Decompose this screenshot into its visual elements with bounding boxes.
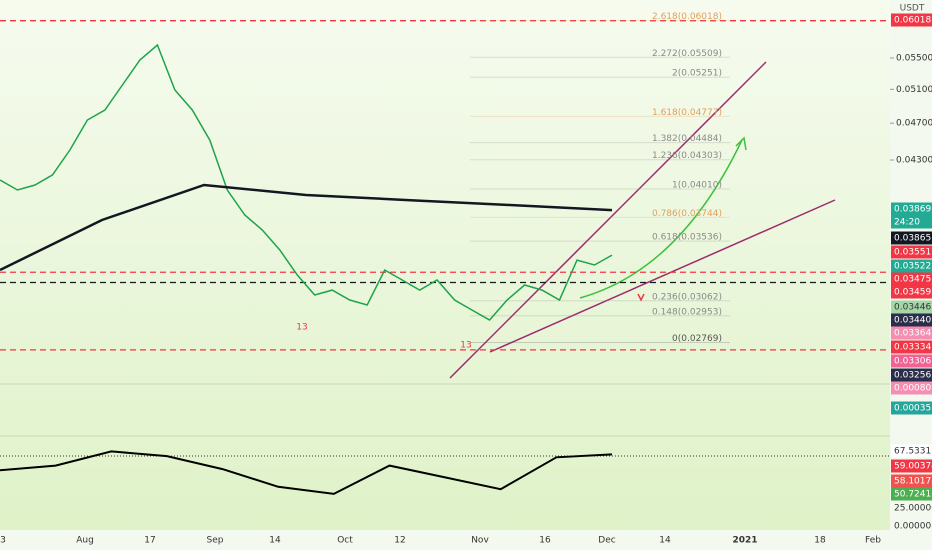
x-tick-label: Nov bbox=[471, 536, 489, 546]
x-tick-label: 12 bbox=[394, 536, 405, 546]
x-tick-label: Dec bbox=[598, 536, 615, 546]
time-axis-background bbox=[0, 530, 890, 550]
series-line bbox=[0, 43, 613, 321]
arrow-head bbox=[735, 136, 747, 151]
fib-label: 1.618(0.04777) bbox=[652, 108, 722, 118]
price-badge bbox=[891, 326, 932, 340]
annotation: 13 bbox=[296, 323, 307, 333]
price-badge-label: 0.00000 bbox=[894, 522, 931, 532]
price-badge bbox=[891, 444, 932, 458]
price-badge-label: 0.03865 bbox=[894, 234, 931, 244]
price-badge bbox=[891, 300, 932, 314]
fib-label: 0.786(0.03744) bbox=[652, 209, 722, 219]
price-badge-label: 0.03869 bbox=[894, 205, 931, 215]
annotation: 13 bbox=[460, 341, 471, 351]
fib-label: 0(0.02769) bbox=[672, 334, 722, 344]
price-badge-label: 0.03364 bbox=[894, 329, 931, 339]
y-tick-label: 0.05500 bbox=[896, 53, 932, 63]
fib-label: 2.618(0.06018) bbox=[652, 12, 722, 22]
fib-label: 2.272(0.05509) bbox=[652, 49, 722, 59]
x-tick-label: 3 bbox=[0, 536, 6, 546]
price-badge-label: 0.06018 bbox=[894, 16, 931, 26]
x-tick-label: Oct bbox=[337, 536, 353, 546]
fib-label: 0.236(0.03062) bbox=[652, 292, 722, 302]
price-badge-label: 24:20 bbox=[894, 218, 920, 228]
plot-background bbox=[0, 0, 890, 530]
price-badge bbox=[891, 368, 932, 382]
x-tick-label: Feb bbox=[865, 536, 881, 546]
price-badge-label: 0.03522 bbox=[894, 262, 931, 272]
price-badge bbox=[891, 487, 932, 501]
fib-label: 1.382(0.04484) bbox=[652, 134, 722, 144]
x-tick-label: 17 bbox=[144, 536, 155, 546]
price-badge bbox=[891, 245, 932, 259]
trend-line bbox=[449, 61, 767, 379]
fib-label: 2(0.05251) bbox=[672, 69, 722, 79]
price-badge-label: 0.03446 bbox=[894, 303, 931, 313]
x-tick-label: Sep bbox=[207, 536, 224, 546]
price-badge-label: 0.03306 bbox=[894, 357, 931, 367]
fib-label: 1.236(0.04303) bbox=[652, 151, 722, 161]
price-badge-label: 67.53313 bbox=[894, 447, 932, 457]
price-badge-label: 0.03459 bbox=[894, 288, 931, 298]
fib-label: 1(0.04010) bbox=[672, 180, 722, 190]
price-badge bbox=[891, 401, 932, 415]
price-badge bbox=[891, 259, 932, 273]
price-badge bbox=[891, 313, 932, 327]
price-badge-label: 0.00080 bbox=[894, 384, 931, 394]
price-badge-label: 0.03475 bbox=[894, 275, 931, 285]
price-badge bbox=[891, 501, 932, 515]
price-badge-label: 58.10173 bbox=[894, 477, 932, 487]
fib-label: 0.618(0.03536) bbox=[652, 233, 722, 243]
fib-label: 0.148(0.02953) bbox=[652, 307, 722, 317]
price-badge bbox=[891, 474, 932, 488]
projection-arrow bbox=[579, 139, 743, 299]
price-badge-label: 0.00035 bbox=[894, 404, 931, 414]
y-tick-label: 0.04300 bbox=[896, 156, 932, 166]
price-badge-label: 59.00374 bbox=[894, 462, 932, 472]
price-badge bbox=[891, 354, 932, 368]
trend-line bbox=[489, 199, 836, 353]
price-badge bbox=[891, 519, 932, 533]
price-badge-label: 0.03551 bbox=[894, 248, 931, 258]
price-badge bbox=[891, 231, 932, 245]
price-badge-label: 0.03334 bbox=[894, 343, 931, 353]
currency-label: USDT bbox=[900, 4, 925, 14]
x-tick-label: 2021 bbox=[732, 536, 757, 546]
price-badge bbox=[891, 215, 932, 229]
price-badge-label: 50.72418 bbox=[894, 490, 932, 500]
x-tick-label: 16 bbox=[539, 536, 551, 546]
x-tick-label: 14 bbox=[659, 536, 671, 546]
x-tick-label: 14 bbox=[269, 536, 281, 546]
series-line bbox=[0, 183, 613, 272]
y-tick-label: 0.05100 bbox=[896, 85, 932, 95]
price-badge-label: 0.03440 bbox=[894, 316, 931, 326]
price-badge bbox=[891, 202, 932, 216]
price-badge bbox=[891, 381, 932, 395]
price-badge bbox=[891, 13, 932, 27]
price-badge bbox=[891, 459, 932, 473]
y-tick-label: 0.04700 bbox=[896, 119, 932, 129]
down-arrow bbox=[637, 293, 645, 302]
price-badge bbox=[891, 285, 932, 299]
x-tick-label: 18 bbox=[814, 536, 826, 546]
price-badge-label: 25.00000 bbox=[894, 504, 932, 514]
rsi-line bbox=[0, 450, 613, 495]
x-tick-label: Aug bbox=[76, 536, 94, 546]
price-badge-label: 0.03256 bbox=[894, 371, 931, 381]
price-badge bbox=[891, 272, 932, 286]
price-badge bbox=[891, 340, 932, 354]
